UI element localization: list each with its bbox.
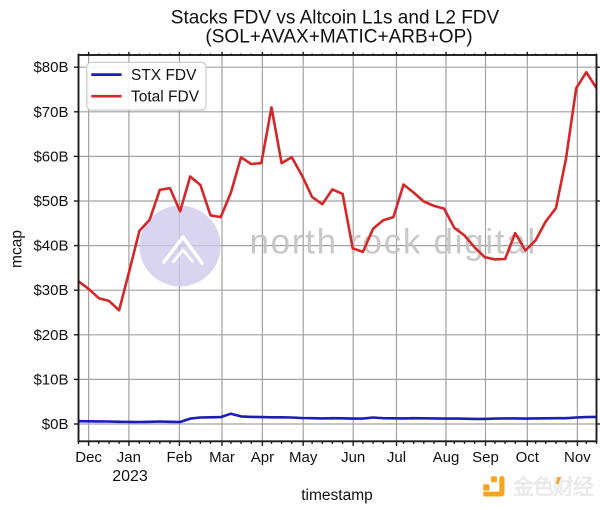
svg-text:$0B: $0B (42, 416, 69, 433)
svg-text:May: May (289, 449, 318, 466)
svg-text:Total FDV: Total FDV (131, 89, 200, 106)
svg-text:$40B: $40B (33, 238, 68, 255)
svg-text:Dec: Dec (75, 449, 102, 466)
svg-text:north rock digital: north rock digital (250, 223, 537, 262)
svg-text:金色财经: 金色财经 (512, 475, 594, 499)
svg-text:(SOL+AVAX+MATIC+ARB+OP): (SOL+AVAX+MATIC+ARB+OP) (205, 27, 472, 48)
svg-text:$10B: $10B (33, 371, 68, 388)
svg-text:Feb: Feb (166, 449, 192, 466)
svg-text:Oct: Oct (516, 449, 540, 466)
svg-text:2023: 2023 (112, 468, 148, 485)
svg-text:Apr: Apr (251, 449, 274, 466)
svg-text:$80B: $80B (33, 59, 68, 76)
svg-text:Stacks FDV vs Altcoin L1s and: Stacks FDV vs Altcoin L1s and L2 FDV (171, 8, 500, 29)
svg-text:STX FDV: STX FDV (131, 67, 197, 84)
svg-text:Jun: Jun (341, 449, 365, 466)
svg-text:$60B: $60B (33, 148, 68, 165)
svg-text:$70B: $70B (33, 104, 68, 121)
svg-text:timestamp: timestamp (301, 487, 373, 504)
svg-text:Sep: Sep (472, 449, 499, 466)
svg-text:Nov: Nov (564, 449, 591, 466)
svg-text:$50B: $50B (33, 193, 68, 210)
svg-text:mcap: mcap (9, 230, 26, 268)
svg-text:$30B: $30B (33, 282, 68, 299)
svg-text:Aug: Aug (433, 449, 460, 466)
svg-text:Jul: Jul (387, 449, 406, 466)
svg-text:Jan: Jan (117, 449, 141, 466)
svg-text:$20B: $20B (33, 327, 68, 344)
svg-text:Mar: Mar (209, 449, 235, 466)
